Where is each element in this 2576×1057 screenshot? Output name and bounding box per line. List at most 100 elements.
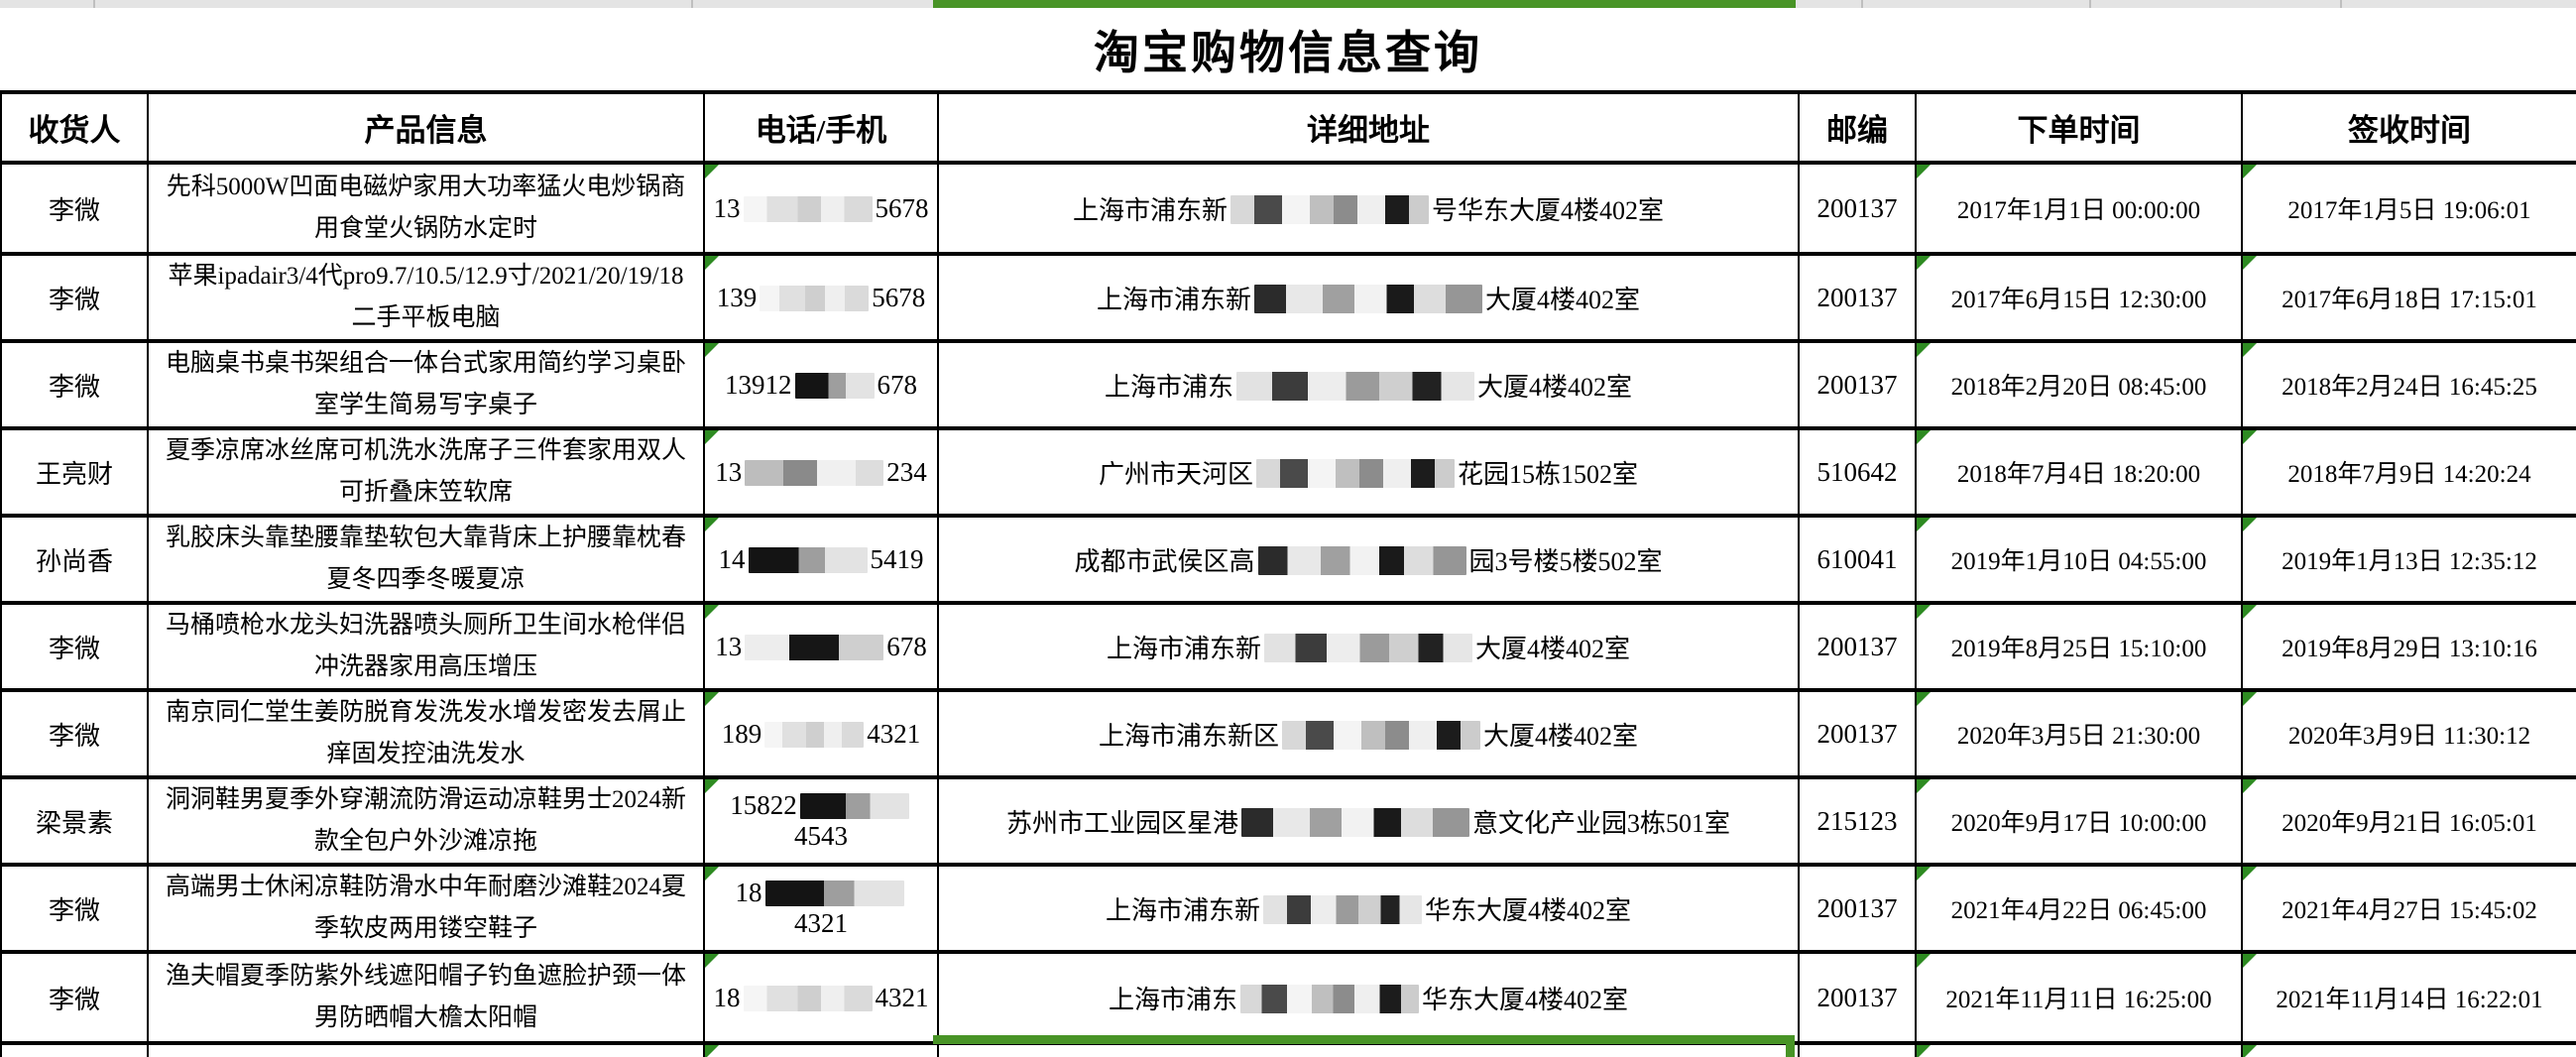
cell-recipient[interactable]: 李微	[0, 950, 149, 1045]
cell-phone[interactable]: 13 234	[703, 426, 939, 518]
column-header-address[interactable]: 详细地址	[937, 90, 1800, 165]
cell-postcode[interactable]: 200137	[1798, 863, 1917, 954]
order-time-text: 2017年6月15日 12:30:00	[1950, 287, 2207, 313]
cell-recipient[interactable]: 李微	[0, 252, 149, 343]
cell-sign-time[interactable]: 2017年1月5日 19:06:01	[2241, 161, 2576, 256]
cell-error-indicator-triangle-icon	[706, 258, 719, 270]
cell-product[interactable]: 高端男士休闲凉鞋防滑水中年耐磨沙滩鞋2024夏季软皮两用镂空鞋子	[147, 863, 705, 954]
cell-phone[interactable]: 158224543	[703, 775, 939, 867]
cell-phone[interactable]: 13 5678	[703, 161, 939, 256]
cell-order-time[interactable]: 2021年11月11日 16:25:00	[1915, 950, 2243, 1045]
cell-address[interactable]: 上海市浦东新 号华东大厦4楼402室	[937, 161, 1800, 256]
cell-sign-time[interactable]: 2021年11月14日 16:22:01	[2241, 950, 2576, 1045]
cell-error-indicator-triangle-icon	[706, 432, 719, 444]
cell-sign-time[interactable]: 2017年6月18日 17:15:01	[2241, 252, 2576, 343]
cell-postcode[interactable]: 200137	[1798, 339, 1917, 430]
cell-product[interactable]: 电脑桌书桌书架组合一体台式家用简约学习桌卧室学生简易写字桌子	[147, 339, 705, 430]
cell-product[interactable]: 马桶喷枪水龙头妇洗器喷头厕所卫生间水枪伴侣冲洗器家用高压增压	[147, 601, 705, 692]
cell-address[interactable]: 苏州市工业园区星港 意文化产业园3栋501室	[937, 775, 1800, 867]
cell-sign-time[interactable]: 2021年4月27日 15:45:02	[2241, 863, 2576, 954]
cell-recipient[interactable]: 李微	[0, 688, 149, 779]
cell-recipient[interactable]: 李微	[0, 339, 149, 430]
cell-recipient[interactable]: 王亮财	[0, 426, 149, 518]
cell-phone[interactable]: 18 4321	[703, 950, 939, 1045]
cell-phone[interactable]: 139 5678	[703, 252, 939, 343]
cell-postcode[interactable]: 200137	[1798, 950, 1917, 1045]
cell-product[interactable]: 乳胶床头靠垫腰靠垫软包大靠背床上护腰靠枕春夏冬四季冬暖夏凉	[147, 514, 705, 605]
cell-product[interactable]: 洞洞鞋男夏季外穿潮流防滑运动凉鞋男士2024新款全包户外沙滩凉拖	[147, 775, 705, 867]
column-header-recipient[interactable]: 收货人	[0, 90, 149, 165]
cell-product[interactable]: 苹果ipadair3/4代pro9.7/10.5/12.9寸/2021/20/1…	[147, 252, 705, 343]
cell-sign-time[interactable]: 2019年1月13日 12:35:12	[2241, 514, 2576, 605]
phone-prefix: 18	[713, 982, 741, 1012]
cell-sign-time[interactable]: 2018年2月24日 16:45:25	[2241, 339, 2576, 430]
cell-partial[interactable]	[0, 1041, 149, 1057]
cell-recipient[interactable]: 李微	[0, 601, 149, 692]
cell-sign-time[interactable]: 2020年3月9日 11:30:12	[2241, 688, 2576, 779]
column-header-sign-time[interactable]: 签收时间	[2241, 90, 2576, 165]
cell-postcode[interactable]: 200137	[1798, 161, 1917, 256]
cell-product[interactable]: 渔夫帽夏季防紫外线遮阳帽子钓鱼遮脸护颈一体男防晒帽大檐太阳帽	[147, 950, 705, 1045]
cell-error-indicator-triangle-icon	[2244, 520, 2257, 531]
cell-error-indicator-triangle-icon	[706, 869, 719, 881]
cell-order-time[interactable]: 2021年4月22日 06:45:00	[1915, 863, 2243, 954]
cell-error-indicator-triangle-icon	[1918, 781, 1931, 793]
cell-order-time[interactable]: 2020年3月5日 21:30:00	[1915, 688, 2243, 779]
cell-address[interactable]: 上海市浦东新区 大厦4楼402室	[937, 688, 1800, 779]
phone-suffix: 4321	[867, 718, 921, 749]
cell-partial[interactable]	[147, 1041, 705, 1057]
cell-error-indicator-triangle-icon	[706, 781, 719, 793]
cell-sign-time[interactable]: 2020年9月21日 16:05:01	[2241, 775, 2576, 867]
cell-partial[interactable]	[1915, 1041, 2243, 1057]
cell-order-time[interactable]: 2018年2月20日 08:45:00	[1915, 339, 2243, 430]
cell-sign-time[interactable]: 2019年8月29日 13:10:16	[2241, 601, 2576, 692]
cell-phone[interactable]: 14 5419	[703, 514, 939, 605]
cell-phone[interactable]: 13 678	[703, 601, 939, 692]
cell-order-time[interactable]: 2019年1月10日 04:55:00	[1915, 514, 2243, 605]
cell-address[interactable]: 上海市浦东新 大厦4楼402室	[937, 601, 1800, 692]
cell-recipient[interactable]: 梁景素	[0, 775, 149, 867]
partial-next-row	[0, 1041, 2576, 1057]
cell-order-time[interactable]: 2018年7月4日 18:20:00	[1915, 426, 2243, 518]
cell-postcode[interactable]: 215123	[1798, 775, 1917, 867]
cell-recipient[interactable]: 李微	[0, 863, 149, 954]
cell-postcode[interactable]: 610041	[1798, 514, 1917, 605]
cell-partial[interactable]	[703, 1041, 939, 1057]
cell-postcode[interactable]: 200137	[1798, 252, 1917, 343]
cell-partial[interactable]	[937, 1041, 1800, 1057]
cell-phone[interactable]: 18 4321	[703, 863, 939, 954]
cell-error-indicator-triangle-icon	[2244, 956, 2257, 968]
phone-redaction-blur	[760, 285, 870, 311]
cell-product[interactable]: 夏季凉席冰丝席可机洗水洗席子三件套家用双人可折叠床笠软席	[147, 426, 705, 518]
cell-partial[interactable]	[1798, 1041, 1917, 1057]
cell-error-indicator-triangle-icon	[1918, 694, 1931, 706]
column-header-phone[interactable]: 电话/手机	[703, 90, 939, 165]
cell-product[interactable]: 南京同仁堂生姜防脱育发洗发水增发密发去屑止痒固发控油洗发水	[147, 688, 705, 779]
cell-postcode[interactable]: 200137	[1798, 688, 1917, 779]
cell-address[interactable]: 广州市天河区 花园15栋1502室	[937, 426, 1800, 518]
column-header-postcode[interactable]: 邮编	[1798, 90, 1917, 165]
cell-address[interactable]: 上海市浦东 大厦4楼402室	[937, 339, 1800, 430]
cell-product[interactable]: 先科5000W凹面电磁炉家用大功率猛火电炒锅商用食堂火锅防水定时	[147, 161, 705, 256]
cell-address[interactable]: 成都市武侯区高 园3号楼5楼502室	[937, 514, 1800, 605]
address-redaction-blur	[1254, 284, 1482, 313]
cell-postcode[interactable]: 510642	[1798, 426, 1917, 518]
column-header-order-time[interactable]: 下单时间	[1915, 90, 2243, 165]
cell-address[interactable]: 上海市浦东新 大厦4楼402室	[937, 252, 1800, 343]
table-row: 李微 马桶喷枪水龙头妇洗器喷头厕所卫生间水枪伴侣冲洗器家用高压增压 13 678 …	[0, 601, 2576, 692]
cell-recipient[interactable]: 孙尚香	[0, 514, 149, 605]
cell-order-time[interactable]: 2017年1月1日 00:00:00	[1915, 161, 2243, 256]
cell-order-time[interactable]: 2017年6月15日 12:30:00	[1915, 252, 2243, 343]
column-header-product[interactable]: 产品信息	[147, 90, 705, 165]
table-row: 孙尚香 乳胶床头靠垫腰靠垫软包大靠背床上护腰靠枕春夏冬四季冬暖夏凉 14 5419…	[0, 514, 2576, 605]
cell-postcode[interactable]: 200137	[1798, 601, 1917, 692]
cell-recipient[interactable]: 李微	[0, 161, 149, 256]
cell-address[interactable]: 上海市浦东 华东大厦4楼402室	[937, 950, 1800, 1045]
cell-order-time[interactable]: 2020年9月17日 10:00:00	[1915, 775, 2243, 867]
cell-address[interactable]: 上海市浦东新 华东大厦4楼402室	[937, 863, 1800, 954]
cell-order-time[interactable]: 2019年8月25日 15:10:00	[1915, 601, 2243, 692]
cell-sign-time[interactable]: 2018年7月9日 14:20:24	[2241, 426, 2576, 518]
cell-phone[interactable]: 13912 678	[703, 339, 939, 430]
cell-partial[interactable]	[2241, 1041, 2576, 1057]
cell-phone[interactable]: 189 4321	[703, 688, 939, 779]
